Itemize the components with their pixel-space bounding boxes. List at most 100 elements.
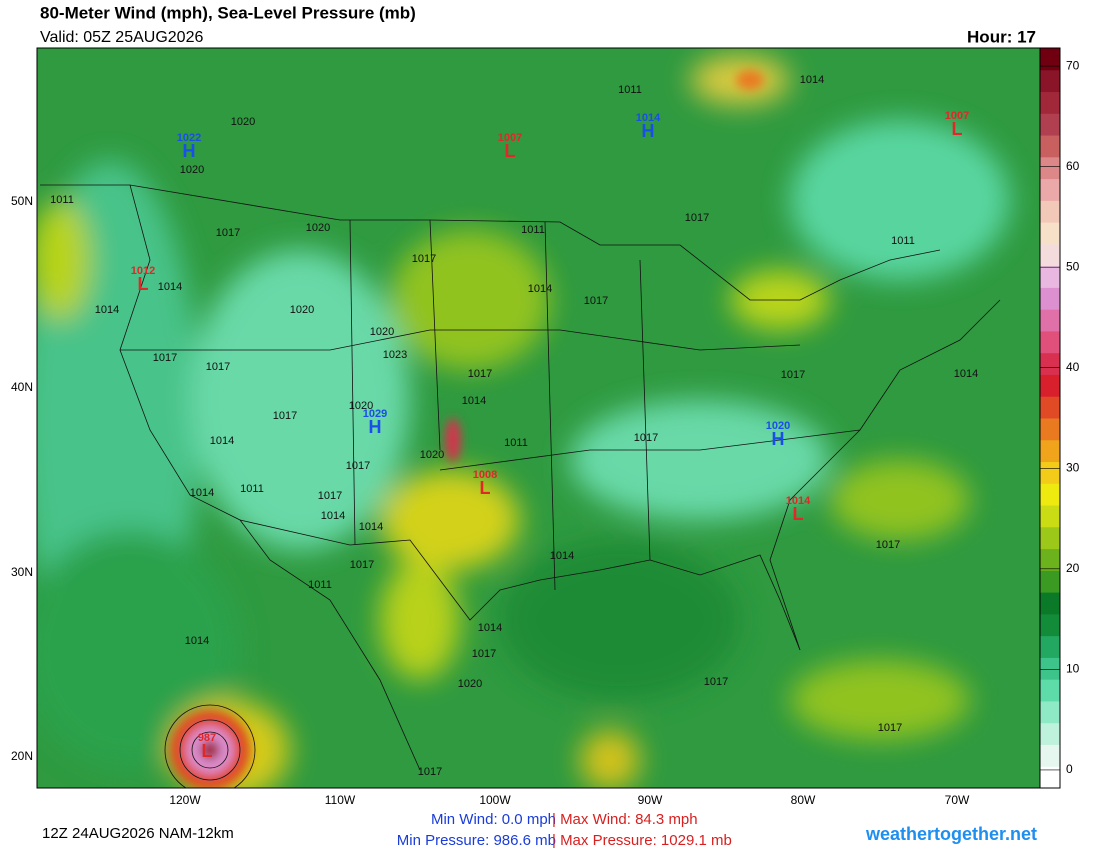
isobar-label: 1017 [876, 539, 900, 551]
isobar-label: 1017 [153, 352, 177, 364]
isobar-label: 1020 [420, 449, 444, 461]
pressure-center-value: 1012 [131, 265, 155, 277]
colorbar-bin [1040, 722, 1060, 745]
isobar-label: 1011 [50, 194, 74, 206]
colorbar-bin [1040, 461, 1060, 484]
colorbar-tick-label: 0 [1066, 762, 1073, 776]
pressure-center-value: 1014 [786, 495, 811, 507]
pressure-center-value: 1014 [636, 112, 661, 124]
colorbar-bin [1040, 222, 1060, 245]
isobar-label: 1014 [800, 74, 824, 86]
colorbar-tick-label: 20 [1066, 561, 1080, 575]
lon-label: 90W [638, 793, 663, 807]
isobar-label: 1014 [954, 368, 978, 380]
isobar-label: 1011 [308, 579, 332, 591]
isobar-label: 1014 [321, 510, 345, 522]
isobar-label: 1011 [240, 483, 264, 495]
isobar-label: 1020 [290, 304, 314, 316]
isobar-label: 1014 [185, 635, 209, 647]
isobar-label: 1017 [346, 460, 370, 472]
isobar-label: 1017 [584, 295, 608, 307]
isobar-label: 1017 [418, 766, 442, 778]
isobar-label: 1014 [190, 487, 214, 499]
max-wind: | Max Wind: 84.3 mph [552, 811, 698, 828]
colorbar-bin [1040, 200, 1060, 223]
isobar-label: 1014 [95, 304, 119, 316]
pressure-center-value: 1007 [945, 110, 969, 122]
min-wind: Min Wind: 0.0 mph [431, 811, 556, 828]
colorbar-bin [1040, 766, 1060, 789]
pressure-center-letter: L [138, 274, 149, 294]
isobar-label: 1020 [370, 326, 394, 338]
isobar-label: 1011 [618, 84, 642, 96]
colorbar-bin [1040, 287, 1060, 310]
colorbar-bin [1040, 418, 1060, 441]
isobar-label: 1014 [210, 435, 234, 447]
isobar-label: 1023 [383, 349, 407, 361]
colorbar-bin [1040, 526, 1060, 550]
colorbar-bin [1040, 178, 1060, 201]
isobar-label: 1017 [878, 722, 902, 734]
wind-field [37, 48, 1040, 788]
lat-label: 50N [11, 194, 33, 208]
colorbar-bin [1040, 744, 1060, 767]
pressure-center-value: 1022 [177, 132, 201, 144]
colorbar-bin [1040, 548, 1060, 571]
colorbar-bin [1040, 700, 1060, 724]
isobar-label: 1017 [634, 432, 658, 444]
min-pressure: Min Pressure: 986.6 mb [397, 832, 556, 849]
colorbar-frame [1039, 47, 1061, 789]
lat-label: 40N [11, 380, 33, 394]
colorbar-bin [1040, 635, 1060, 658]
colorbar-bin [1040, 396, 1060, 419]
isobar-label: 1014 [550, 550, 574, 562]
isobar-label: 1020 [231, 116, 255, 128]
colorbar-tick-label: 60 [1066, 159, 1080, 173]
isobar-label: 1017 [704, 676, 728, 688]
colorbar-bin [1040, 570, 1060, 593]
colorbar-bin [1040, 113, 1060, 136]
isobar-label: 1014 [158, 281, 182, 293]
isobar-label: 1014 [528, 283, 552, 295]
model-run: 12Z 24AUG2026 NAM-12km [42, 825, 234, 842]
pressure-center-letter: H [772, 429, 785, 449]
colorbar-tick-label: 30 [1066, 460, 1080, 474]
isobar-label: 1017 [685, 212, 709, 224]
boundaries [40, 184, 1001, 788]
isobar-label: 1020 [180, 164, 204, 176]
colorbar-tick-label: 50 [1066, 259, 1080, 273]
isobar-label: 1011 [891, 235, 915, 247]
pressure-center-letter: L [505, 141, 516, 161]
isobar-label: 1017 [412, 253, 436, 265]
pressure-center-value: 1029 [363, 408, 387, 420]
isobar-label: 1020 [458, 678, 482, 690]
colorbar-bin [1040, 352, 1060, 375]
colorbar-bin [1040, 135, 1060, 158]
lon-label: 110W [325, 793, 356, 807]
colorbar-bin [1040, 505, 1060, 528]
valid-time: Valid: 05Z 25AUG2026 [40, 29, 203, 46]
isobar-label: 1017 [206, 361, 230, 373]
colorbar-tick-label: 40 [1066, 360, 1080, 374]
forecast-hour: Hour: 17 [967, 27, 1036, 46]
max-pressure: | Max Pressure: 1029.1 mb [552, 832, 732, 849]
pressure-center-value: 987 [198, 732, 216, 744]
lon-label: 80W [791, 793, 816, 807]
isobar-label: 1017 [350, 559, 374, 571]
colorbar-bin [1040, 439, 1060, 463]
isobar-label: 1014 [478, 622, 502, 634]
pressure-center-letter: H [369, 417, 382, 437]
colorbar-bin [1040, 483, 1060, 506]
pressure-center-letter: H [642, 121, 655, 141]
isobar-label: 1020 [306, 222, 330, 234]
colorbar-tick-label: 70 [1066, 58, 1080, 72]
colorbar-bin [1040, 613, 1060, 637]
isobar-label: 1017 [468, 368, 492, 380]
isobar-label: 1011 [504, 437, 528, 449]
isobar-label: 1017 [273, 410, 297, 422]
pressure-center-letter: L [952, 119, 963, 139]
pressure-center-letter: L [793, 504, 804, 524]
colorbar-bin [1040, 91, 1060, 114]
isobar-label: 1014 [462, 395, 486, 407]
